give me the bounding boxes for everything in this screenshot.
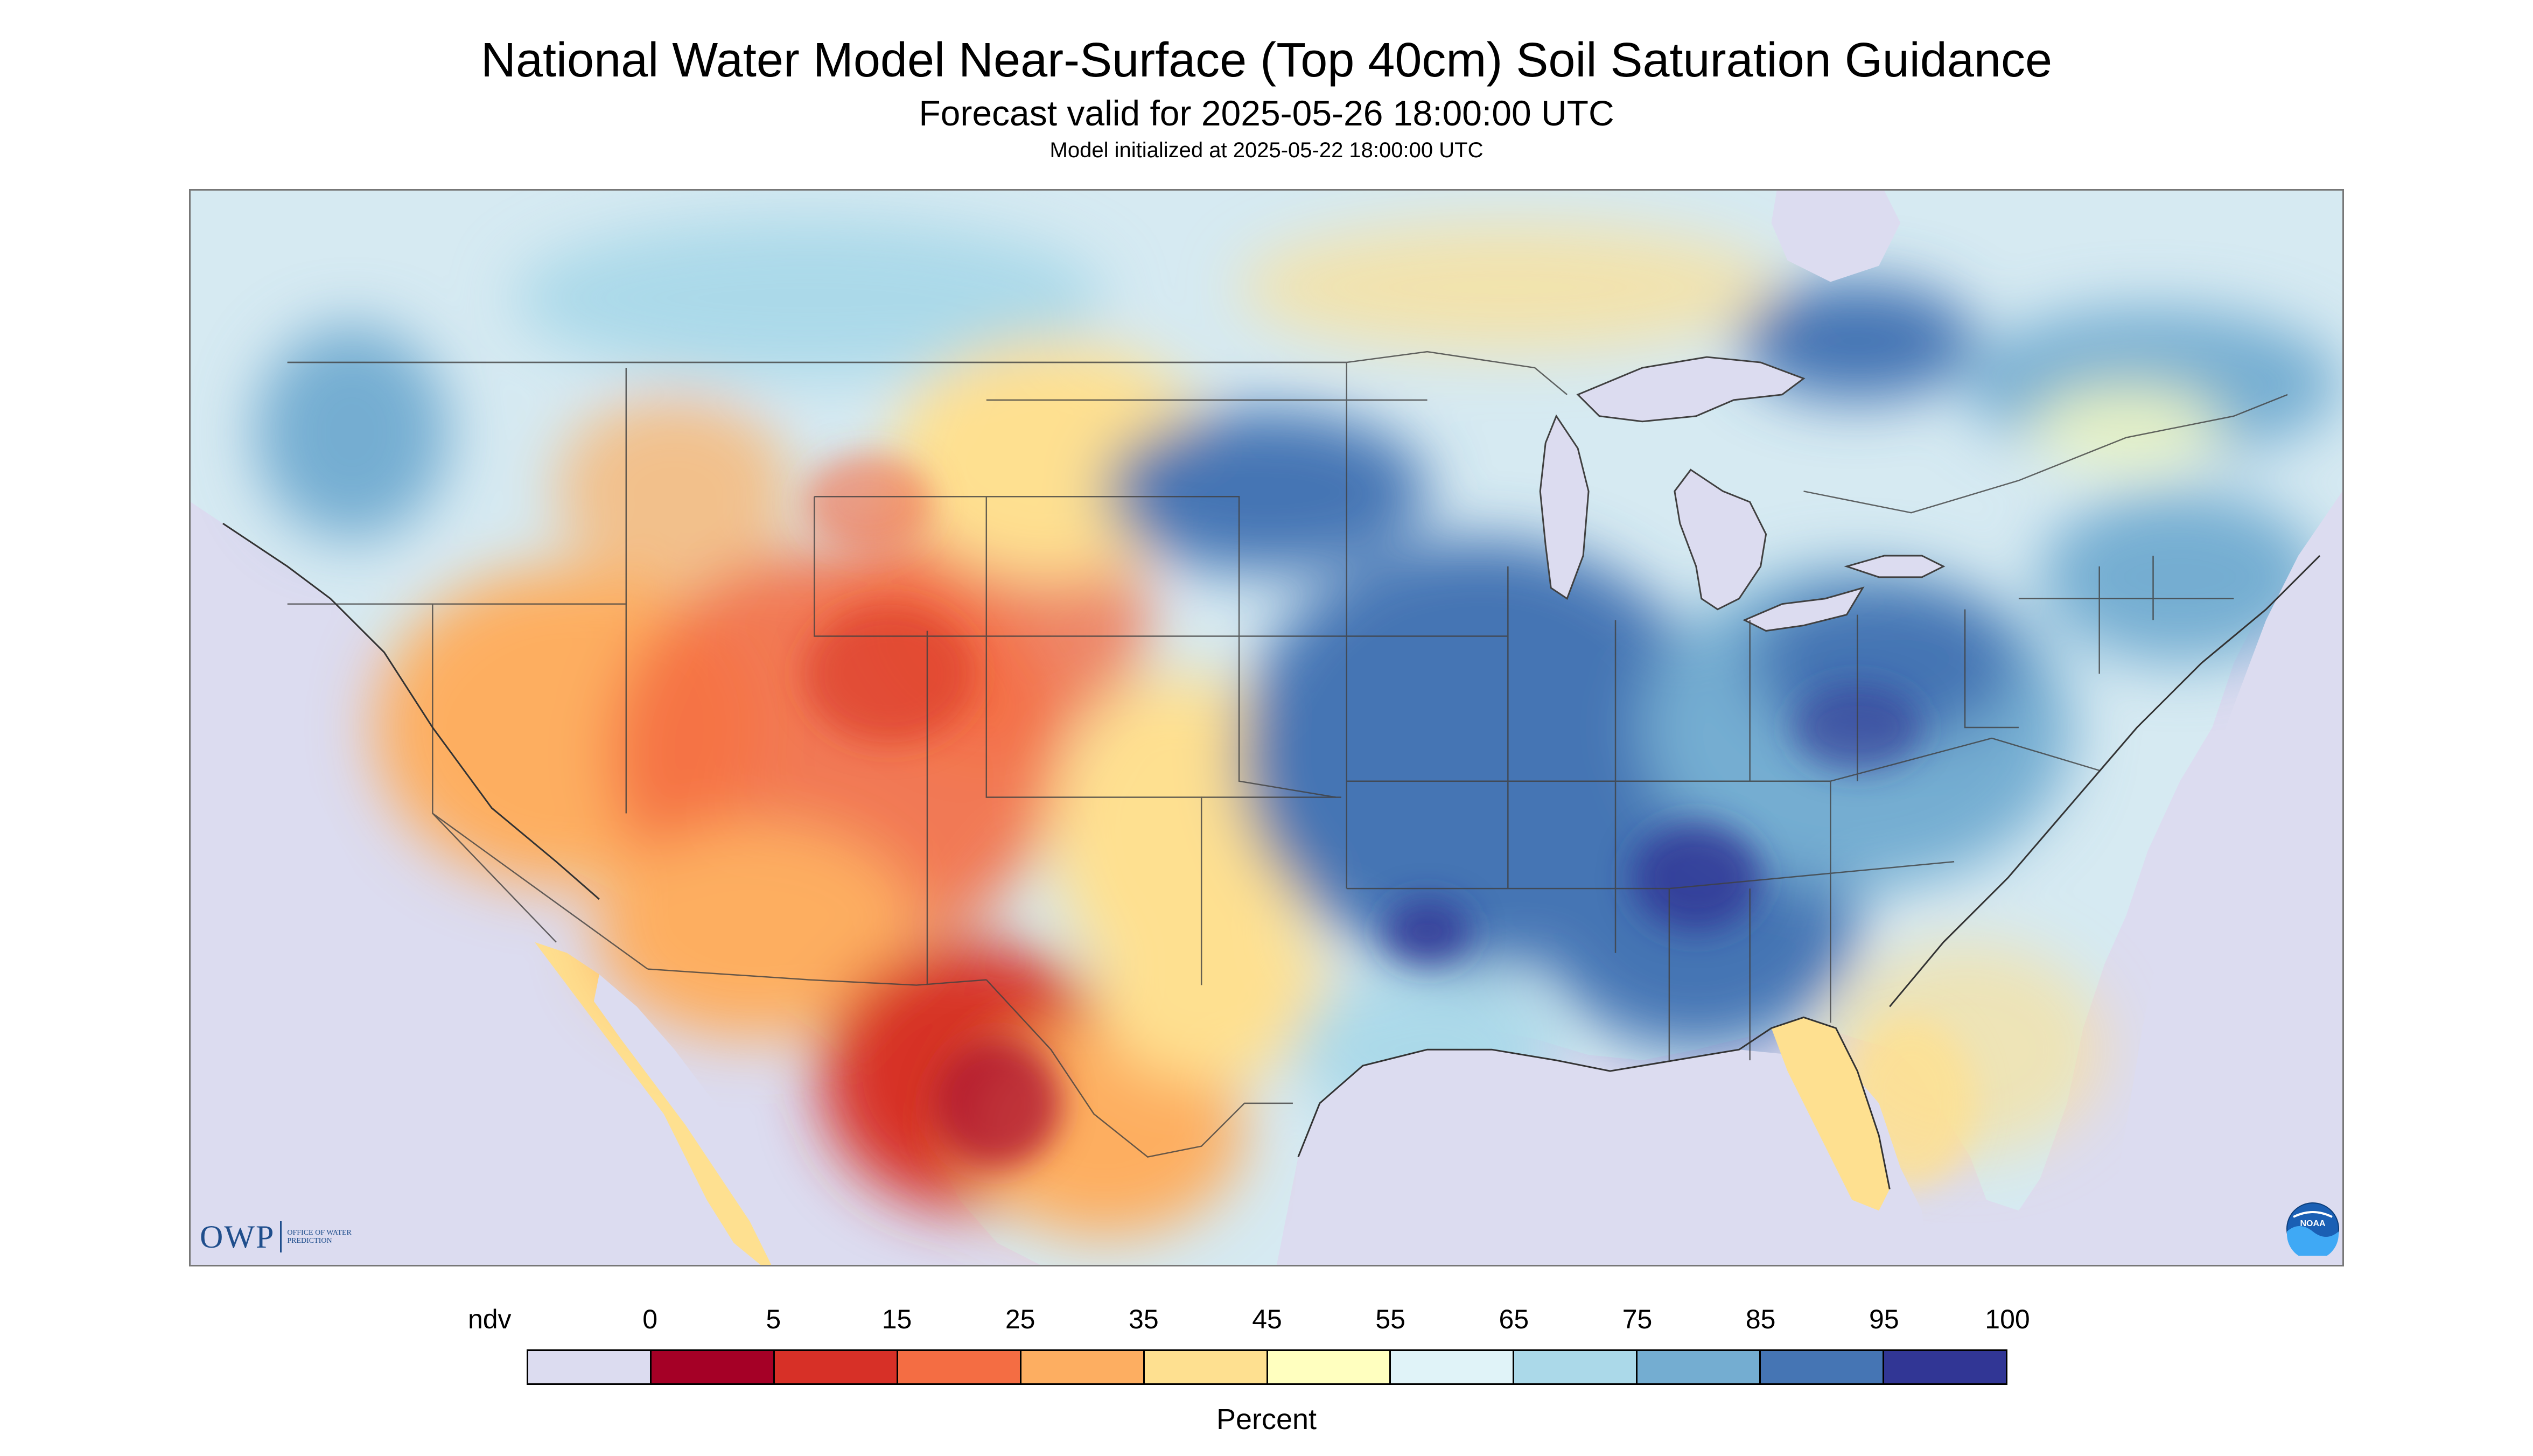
- colorbar-swatch: [1884, 1351, 2006, 1383]
- colorbar-swatch: [1391, 1351, 1515, 1383]
- colorbar-swatch: [774, 1351, 898, 1383]
- forecast-valid-subtitle: Forecast valid for 2025-05-26 18:00:00 U…: [919, 93, 1614, 133]
- owp-logo-divider: [280, 1221, 282, 1252]
- colorbar-tick-label: 100: [1985, 1304, 2030, 1334]
- hudson-bay: [1771, 191, 1901, 282]
- colorbar: [527, 1349, 2007, 1385]
- colorbar-swatch: [528, 1351, 652, 1383]
- colorbar-tick-label: 65: [1499, 1304, 1529, 1334]
- soil-saturation-map: [189, 189, 2344, 1266]
- great-lakes: [1539, 356, 1946, 632]
- colorbar-tick-label: 0: [642, 1304, 658, 1334]
- colorbar-swatch: [1514, 1351, 1638, 1383]
- colorbar-swatch: [1144, 1351, 1268, 1383]
- gulf-of-mexico: [1287, 1049, 1928, 1265]
- baja-peninsula: [535, 942, 782, 1265]
- chart-title: National Water Model Near-Surface (Top 4…: [480, 33, 2052, 87]
- colorbar-label: Percent: [1216, 1403, 1317, 1436]
- colorbar-tick-label: 55: [1375, 1304, 1405, 1334]
- colorbar-swatch: [1268, 1351, 1391, 1383]
- colorbar-swatch: [651, 1351, 775, 1383]
- colorbar-tick-label: 15: [881, 1304, 912, 1334]
- noaa-logo-text: NOAA: [2300, 1219, 2326, 1228]
- colorbar-tick-label: 95: [1869, 1304, 1899, 1334]
- colorbar-tick-label: 5: [766, 1304, 781, 1334]
- colorbar-swatch: [1638, 1351, 1761, 1383]
- atlantic-nodata: [2104, 491, 2342, 1265]
- coastlines: [222, 522, 2321, 1189]
- colorbar-tick-label: 25: [1005, 1304, 1035, 1334]
- colorbar-swatch: [898, 1351, 1021, 1383]
- owp-logo-text: OFFICE OF WATER PREDICTION: [287, 1229, 352, 1245]
- colorbar-swatch: [1761, 1351, 1885, 1383]
- florida-peninsula: [1771, 1017, 1890, 1211]
- political-borders: [287, 351, 2288, 1158]
- colorbar-tick-label: ndv: [467, 1304, 512, 1334]
- colorbar-tick-label: 85: [1745, 1304, 1776, 1334]
- owp-logo-mark: OWP: [200, 1219, 275, 1255]
- pacific-nodata: [191, 566, 492, 1265]
- colorbar-tick-label: 75: [1622, 1304, 1653, 1334]
- map-canvas: [191, 191, 2342, 1265]
- model-init-caption: Model initialized at 2025-05-22 18:00:00…: [1049, 138, 1484, 162]
- colorbar-tick-label: 45: [1252, 1304, 1282, 1334]
- noaa-logo: NOAA: [2286, 1202, 2339, 1256]
- colorbar-tick-label: 35: [1129, 1304, 1159, 1334]
- owp-logo: OWP OFFICE OF WATER PREDICTION: [200, 1218, 368, 1256]
- colorbar-swatch: [1021, 1351, 1145, 1383]
- gulf-of-california: [593, 974, 820, 1265]
